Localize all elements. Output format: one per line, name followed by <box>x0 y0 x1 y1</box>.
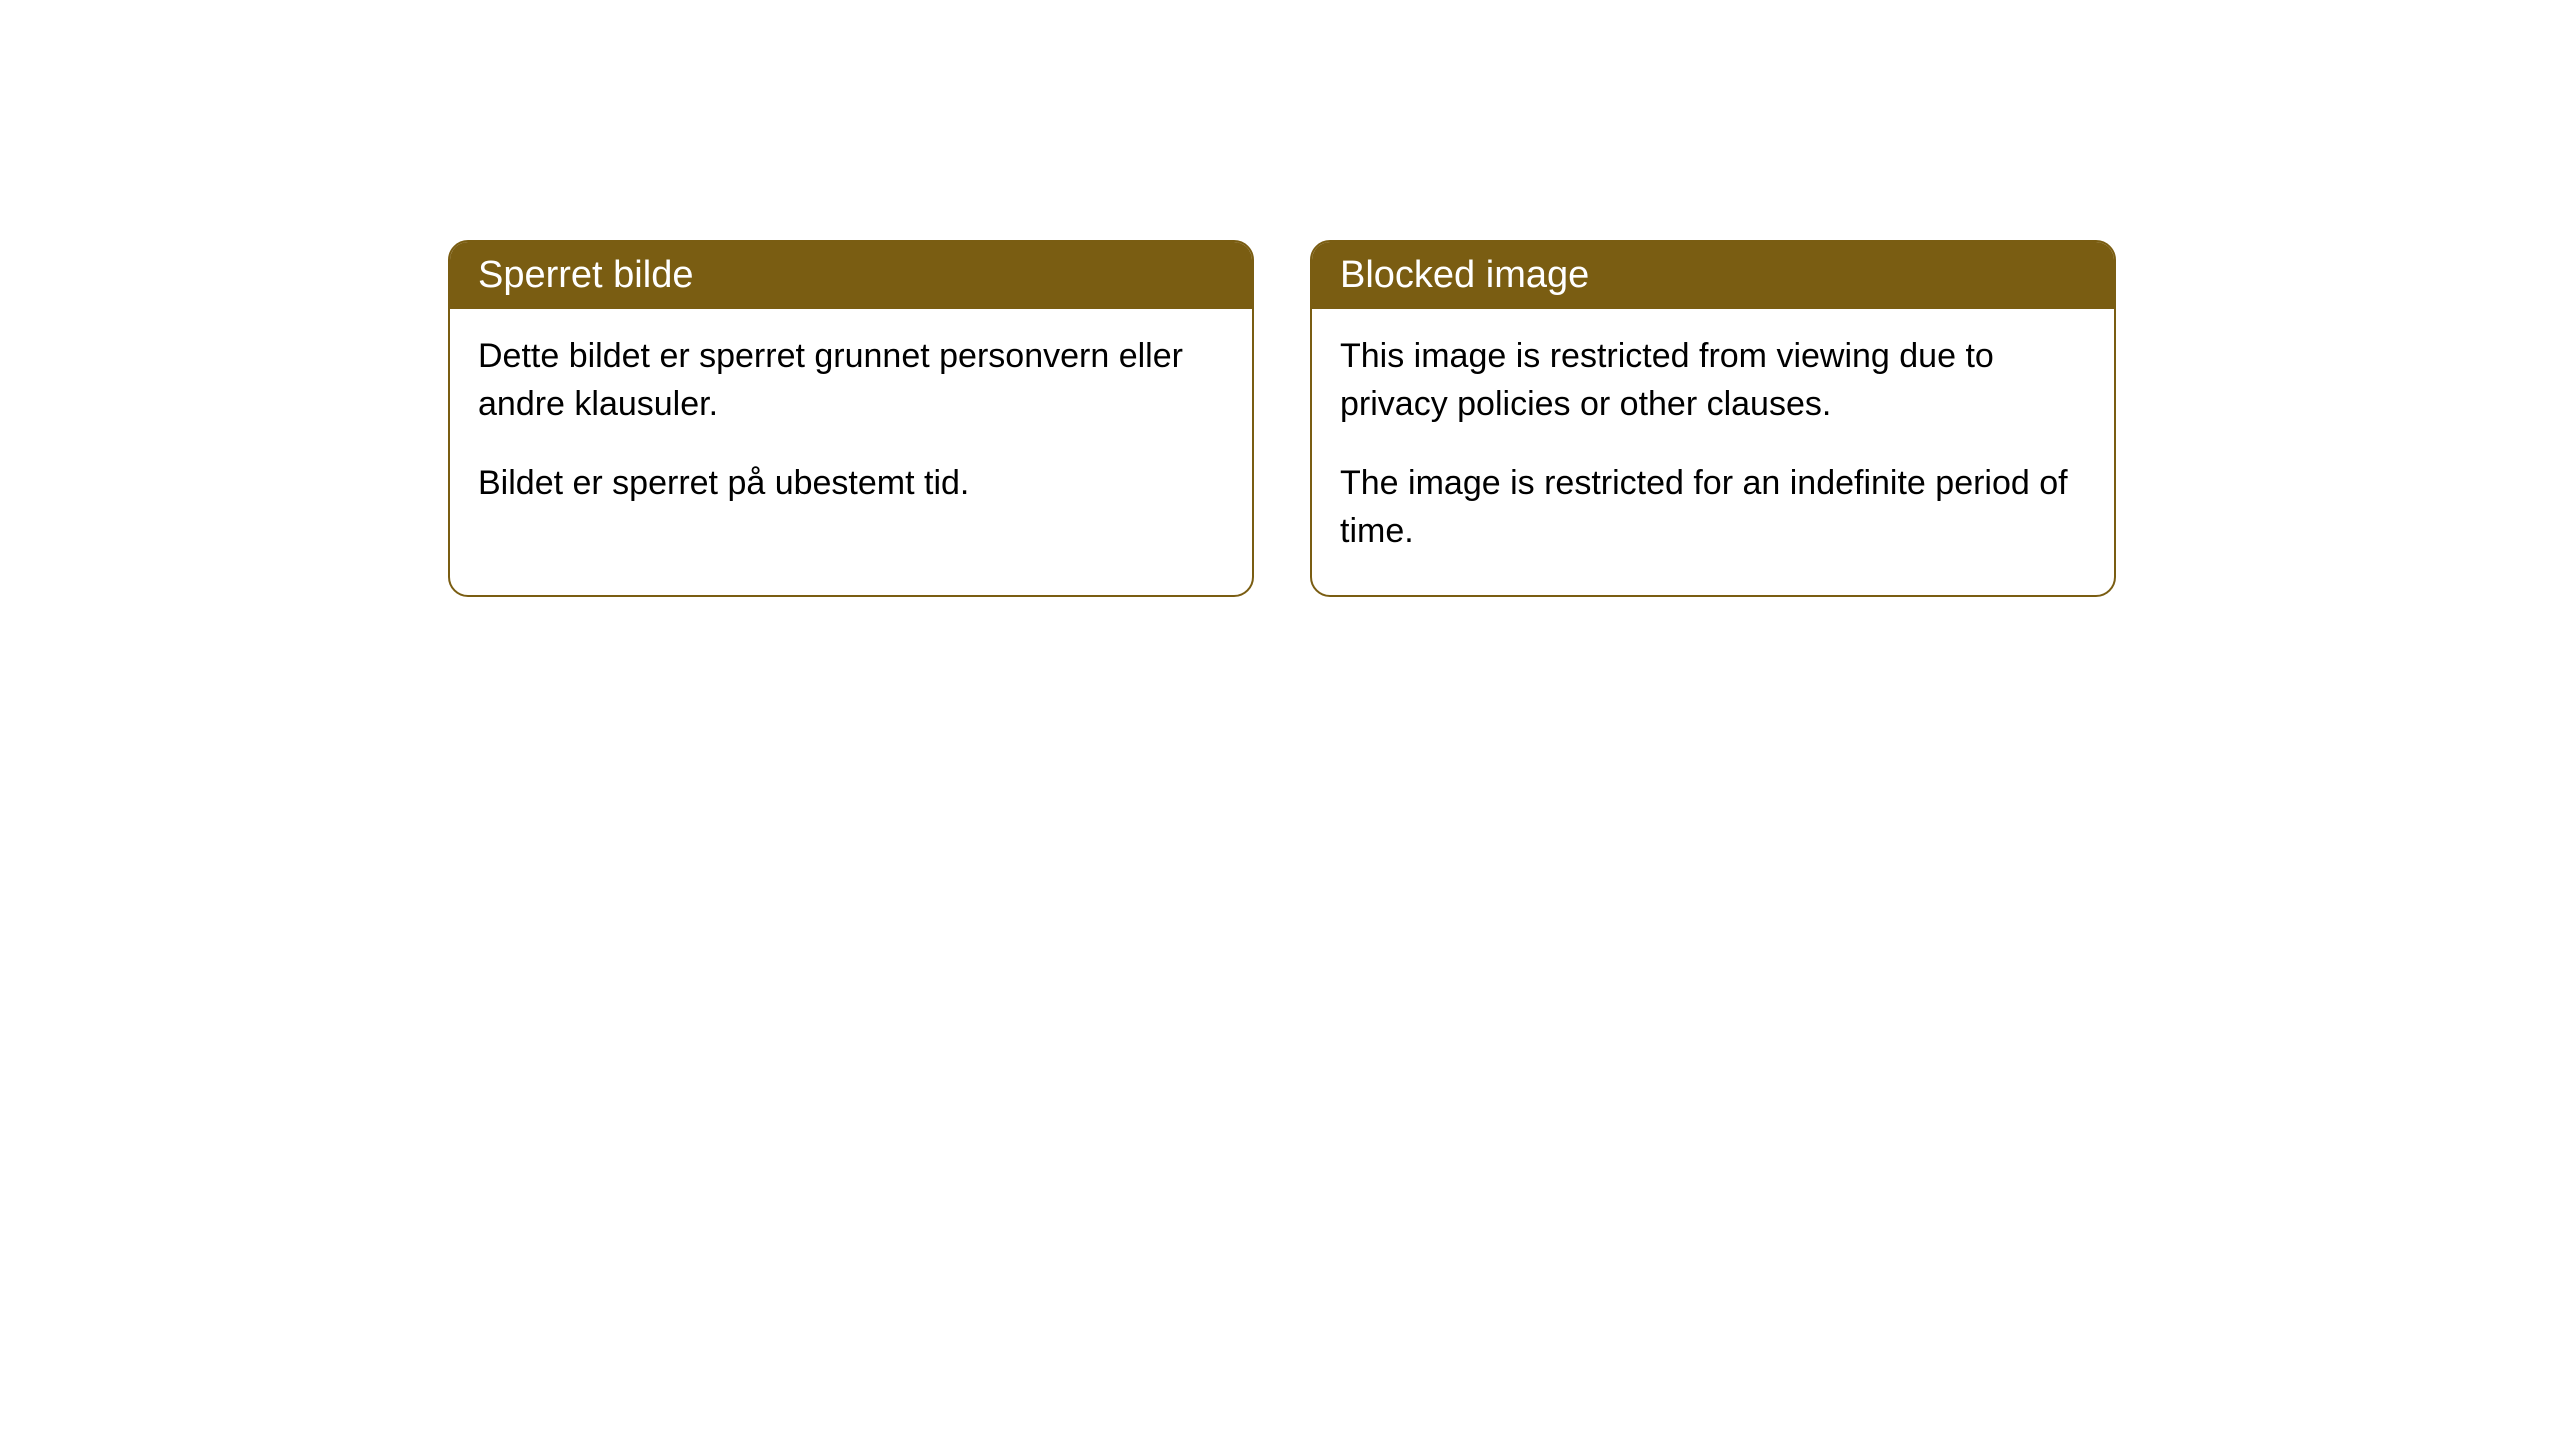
card-body-norwegian: Dette bildet er sperret grunnet personve… <box>450 309 1252 548</box>
card-paragraph: Dette bildet er sperret grunnet personve… <box>478 333 1224 428</box>
card-header-norwegian: Sperret bilde <box>450 242 1252 309</box>
notice-cards-container: Sperret bilde Dette bildet er sperret gr… <box>448 240 2560 597</box>
card-header-english: Blocked image <box>1312 242 2114 309</box>
card-paragraph: The image is restricted for an indefinit… <box>1340 460 2086 555</box>
card-paragraph: Bildet er sperret på ubestemt tid. <box>478 460 1224 508</box>
blocked-image-card-norwegian: Sperret bilde Dette bildet er sperret gr… <box>448 240 1254 597</box>
card-paragraph: This image is restricted from viewing du… <box>1340 333 2086 428</box>
blocked-image-card-english: Blocked image This image is restricted f… <box>1310 240 2116 597</box>
card-body-english: This image is restricted from viewing du… <box>1312 309 2114 595</box>
